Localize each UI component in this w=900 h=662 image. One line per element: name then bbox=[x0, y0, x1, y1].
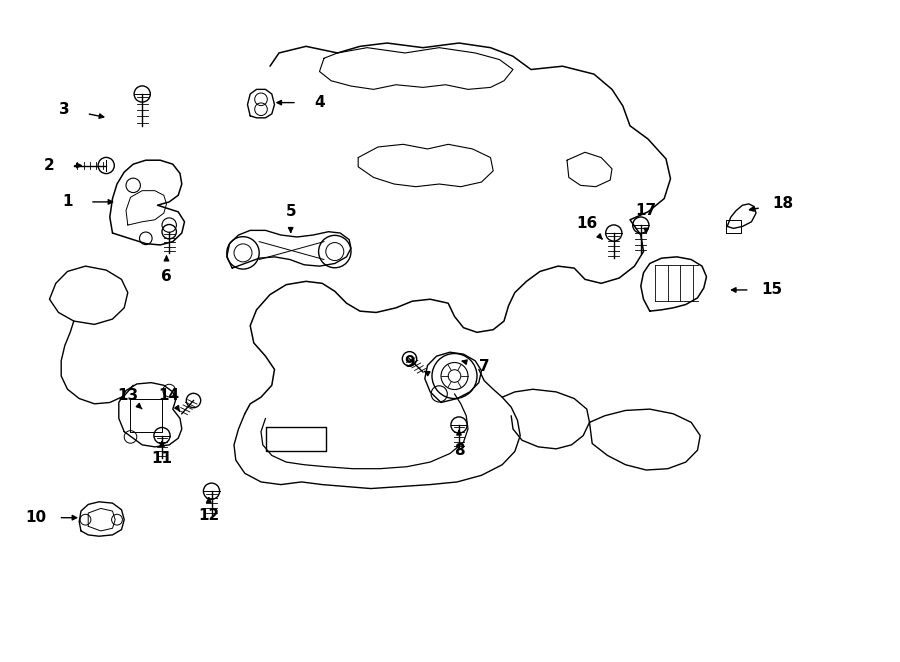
Text: 4: 4 bbox=[314, 95, 325, 110]
Text: 3: 3 bbox=[59, 102, 70, 117]
Text: 18: 18 bbox=[772, 197, 794, 211]
Text: 6: 6 bbox=[161, 269, 172, 284]
Text: 15: 15 bbox=[761, 283, 783, 297]
Text: 17: 17 bbox=[635, 203, 657, 218]
Text: 5: 5 bbox=[285, 205, 296, 219]
Text: 10: 10 bbox=[25, 510, 47, 525]
Text: 7: 7 bbox=[479, 359, 490, 373]
Text: 13: 13 bbox=[117, 389, 139, 403]
Text: 12: 12 bbox=[198, 508, 220, 522]
Text: 1: 1 bbox=[62, 195, 73, 209]
Text: 14: 14 bbox=[158, 389, 180, 403]
Text: 8: 8 bbox=[454, 443, 464, 457]
Text: 2: 2 bbox=[44, 158, 55, 173]
Text: 11: 11 bbox=[151, 451, 173, 466]
Text: 16: 16 bbox=[576, 216, 598, 231]
Text: 9: 9 bbox=[404, 355, 415, 370]
